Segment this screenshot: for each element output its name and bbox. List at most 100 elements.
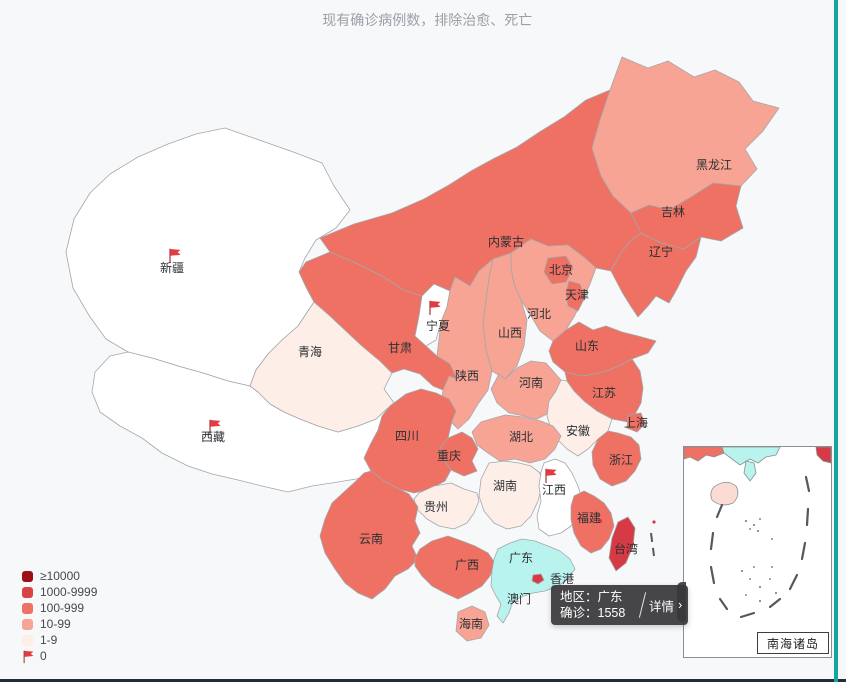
inset-hainan-island xyxy=(710,481,739,506)
legend-swatch xyxy=(22,571,33,582)
offshore-islets xyxy=(598,519,656,557)
right-edge-accent-bar xyxy=(834,0,838,682)
inset-leizhou-peninsula xyxy=(743,460,757,482)
province-label-neimenggu: 内蒙古 xyxy=(488,234,524,249)
legend-swatch xyxy=(22,635,33,646)
province-label-shanxi: 山西 xyxy=(498,326,522,340)
legend-swatch xyxy=(22,619,33,630)
flag-icon xyxy=(23,650,34,663)
province-guangxi[interactable] xyxy=(414,535,496,600)
province-label-jiangsu: 江苏 xyxy=(592,386,616,400)
province-beijing[interactable] xyxy=(543,255,574,285)
province-hainan[interactable] xyxy=(455,605,490,642)
province-chongqing[interactable] xyxy=(439,431,479,477)
province-label-shaanxi: 陕西 xyxy=(455,368,479,383)
province-label-guangdong: 广东 xyxy=(509,551,533,565)
province-yunnan[interactable] xyxy=(319,470,421,600)
legend-item-0[interactable]: 0 xyxy=(22,649,97,664)
province-label-jilin: 吉林 xyxy=(661,205,685,219)
inset-guangxi-coast xyxy=(683,446,725,462)
province-label-xinjiang: 新疆 xyxy=(160,260,184,275)
south-china-sea-inset: 南海诸岛 xyxy=(683,446,832,658)
province-label-aomen: 澳门 xyxy=(507,591,531,606)
province-hunan[interactable] xyxy=(478,460,543,530)
inset-taiwan-corner xyxy=(815,446,832,464)
province-label-shanghai: 上海 xyxy=(624,415,648,430)
province-zhejiang[interactable] xyxy=(591,430,642,487)
province-hongkong[interactable] xyxy=(531,573,545,585)
legend-label: ≥10000 xyxy=(40,569,80,583)
province-label-yunnan: 云南 xyxy=(359,531,383,546)
tooltip-confirmed-label: 确诊： xyxy=(560,606,598,620)
province-label-hubei: 湖北 xyxy=(509,429,533,444)
legend-swatch xyxy=(22,587,33,598)
province-shandong[interactable] xyxy=(548,321,657,377)
province-label-shandong: 山东 xyxy=(575,339,599,353)
inset-title: 南海诸岛 xyxy=(766,636,819,651)
province-label-hongkong: 香港 xyxy=(550,572,574,586)
inset-guangdong-coast xyxy=(721,446,781,466)
province-tianjin[interactable] xyxy=(565,280,586,312)
province-shaanxi[interactable] xyxy=(436,258,494,430)
province-liaoning[interactable] xyxy=(610,232,702,318)
chevron-right-icon: › xyxy=(678,597,683,612)
province-label-zhejiang: 浙江 xyxy=(609,453,633,467)
legend-item-1000-9999[interactable]: 1000-9999 xyxy=(22,585,97,600)
inset-title-box: 南海诸岛 xyxy=(757,632,829,654)
province-hubei[interactable] xyxy=(471,414,562,464)
bottom-border-bar xyxy=(0,679,846,682)
province-labels: 新疆 西藏 青海 甘肃 宁夏 内蒙古 黑龙江 吉林 辽宁 北京 天津 河北 山西… xyxy=(160,158,732,631)
province-label-chongqing: 重庆 xyxy=(437,449,461,463)
legend-swatch xyxy=(22,603,33,614)
province-label-henan: 河南 xyxy=(519,375,543,390)
tooltip-stats: 地区：广东 确诊：1558 xyxy=(551,585,634,625)
province-label-xizang: 西藏 xyxy=(201,430,225,444)
legend-item-1-9[interactable]: 1-9 xyxy=(22,633,97,648)
province-ningxia[interactable] xyxy=(414,283,451,347)
province-label-tianjin: 天津 xyxy=(565,288,589,302)
province-label-fujian: 福建 xyxy=(577,510,601,525)
province-label-hunan: 湖南 xyxy=(493,478,517,493)
province-label-ningxia: 宁夏 xyxy=(426,318,450,333)
province-anhui[interactable] xyxy=(546,379,613,457)
province-label-heilongjiang: 黑龙江 xyxy=(696,158,732,172)
province-label-anhui: 安徽 xyxy=(566,423,590,438)
province-guizhou[interactable] xyxy=(413,482,480,530)
province-heilongjiang[interactable] xyxy=(591,56,780,214)
tooltip-confirmed-value: 1558 xyxy=(597,606,626,620)
province-label-qinghai: 青海 xyxy=(298,344,322,359)
page-title: 现有确诊病例数，排除治愈、死亡 xyxy=(322,12,533,28)
legend-label: 1000-9999 xyxy=(40,585,98,599)
province-shanghai[interactable] xyxy=(626,412,646,433)
legend-label: 100-999 xyxy=(40,601,85,615)
legend-item-10-99[interactable]: 10-99 xyxy=(22,617,97,632)
province-label-guizhou: 贵州 xyxy=(424,500,448,514)
nine-dash-line xyxy=(709,475,811,619)
province-label-jiangxi: 江西 xyxy=(542,483,566,497)
legend-item-gte10000[interactable]: ≥10000 xyxy=(22,569,97,584)
legend-label: 1-9 xyxy=(40,633,58,647)
details-link[interactable]: 详情 › xyxy=(649,596,682,615)
inset-island-dots xyxy=(740,518,778,603)
legend-item-100-999[interactable]: 100-999 xyxy=(22,601,97,616)
province-label-taiwan: 台湾 xyxy=(614,541,638,556)
province-label-hainan: 海南 xyxy=(459,616,483,631)
province-fujian[interactable] xyxy=(570,490,615,554)
province-label-gansu: 甘肃 xyxy=(388,341,412,355)
province-taiwan[interactable] xyxy=(608,516,636,572)
legend-label: 10-99 xyxy=(40,617,71,631)
tooltip-region-value: 广东 xyxy=(597,590,623,604)
details-label: 详情 xyxy=(649,599,675,614)
province-label-liaoning: 辽宁 xyxy=(649,244,673,259)
legend: ≥10000 1000-9999 100-999 10-99 1-9 0 xyxy=(22,569,97,665)
province-label-beijing: 北京 xyxy=(549,263,573,277)
inset-map xyxy=(683,446,832,619)
province-label-hebei: 河北 xyxy=(527,307,551,321)
map-tooltip: 地区：广东 确诊：1558 详情 › xyxy=(551,585,688,625)
legend-label: 0 xyxy=(40,649,47,663)
province-label-guangxi: 广西 xyxy=(455,558,479,572)
dash-line-segment xyxy=(650,532,655,557)
tooltip-region-label: 地区： xyxy=(560,590,598,604)
tooltip-divider xyxy=(638,592,647,618)
